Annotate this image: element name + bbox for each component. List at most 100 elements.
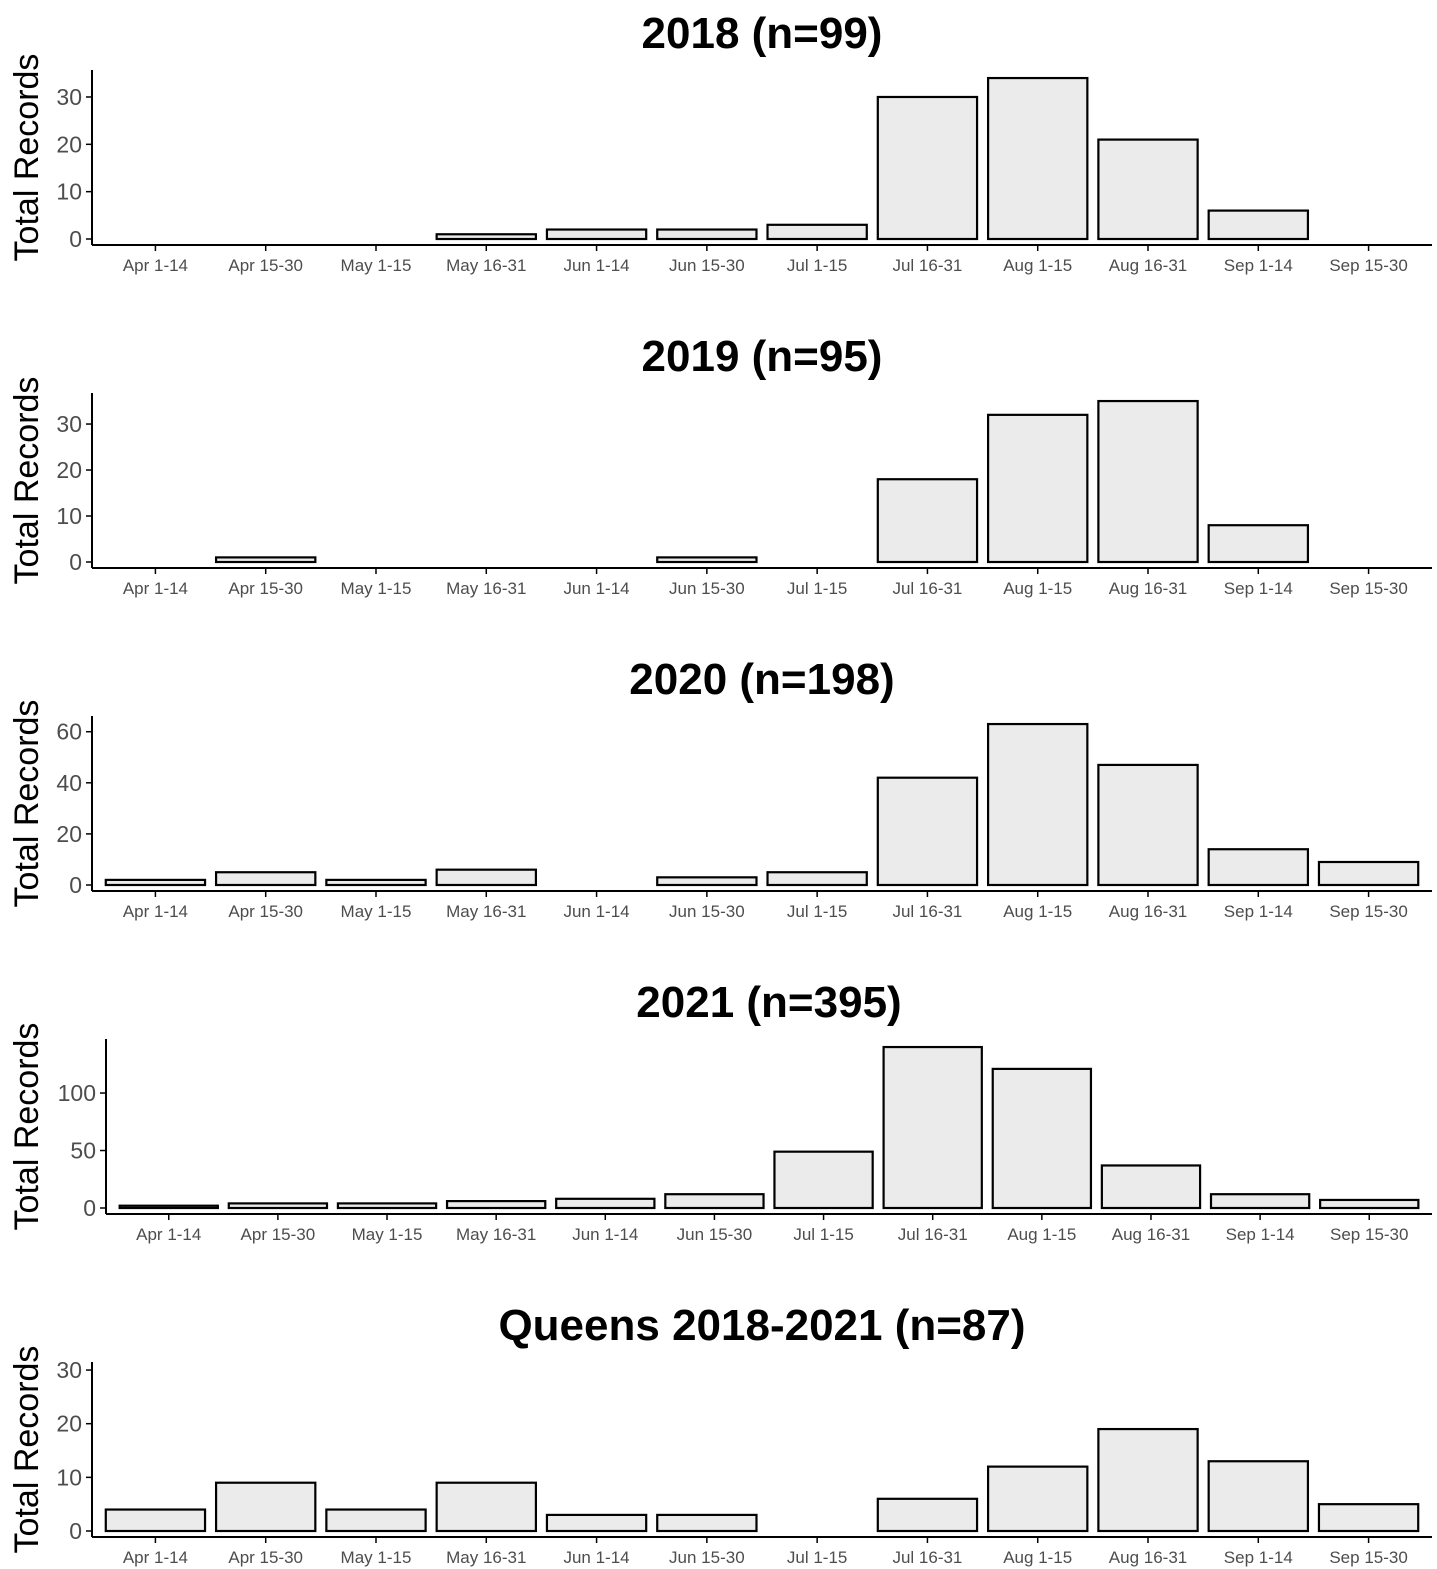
chart-svg: 2019 (n=95) Total Records 0 10 20 30 Apr 1-14 A… <box>0 323 1437 623</box>
y-tick-label: 100 <box>58 1080 96 1106</box>
x-tick-label: Sep 15-30 <box>1329 902 1407 921</box>
x-tick-label: Apr 1-14 <box>123 902 188 921</box>
y-tick-label: 20 <box>56 457 82 483</box>
y-axis-label: Total Records <box>8 700 46 908</box>
x-tick-label: May 1-15 <box>341 256 412 275</box>
bar <box>338 1203 436 1208</box>
x-tick-label: Jun 1-14 <box>563 1548 629 1567</box>
y-tick-label: 0 <box>69 1518 82 1544</box>
x-tick-label: Aug 16-31 <box>1112 1225 1190 1244</box>
x-tick-label: Jul 1-15 <box>787 1548 847 1567</box>
x-tick-label: Sep 1-14 <box>1224 256 1293 275</box>
y-tick-label: 10 <box>56 503 82 529</box>
x-tick-label: Apr 15-30 <box>241 1225 316 1244</box>
x-tick-label: May 1-15 <box>341 1548 412 1567</box>
x-tick-label: Apr 15-30 <box>228 1548 303 1567</box>
chart-panel-1: 2018 (n=99) Total Records 0 10 20 30 Apr 1-14 A… <box>0 0 1437 300</box>
y-tick-label: 50 <box>70 1138 96 1164</box>
chart-title: 2021 (n=395) <box>636 978 901 1027</box>
x-tick-label: Apr 1-14 <box>136 1225 201 1244</box>
x-tick-label: Sep 15-30 <box>1330 1225 1408 1244</box>
x-tick-label: Jun 15-30 <box>669 902 745 921</box>
x-tick-label: Sep 1-14 <box>1224 579 1293 598</box>
chart-panel-4: 2021 (n=395) Total Records 0 50 100 Apr 1-14 A… <box>0 969 1437 1269</box>
x-tick-label: Apr 15-30 <box>228 256 303 275</box>
bar <box>547 1515 646 1531</box>
y-tick-label: 0 <box>83 1195 96 1221</box>
bar <box>988 724 1087 885</box>
x-tick-label: May 16-31 <box>446 256 526 275</box>
x-tick-label: Aug 1-15 <box>1003 579 1072 598</box>
x-tick-label: May 1-15 <box>341 579 412 598</box>
y-tick-label: 0 <box>69 226 82 252</box>
x-tick-label: Jun 1-14 <box>563 579 629 598</box>
y-tick-label: 0 <box>69 872 82 898</box>
bar <box>657 557 756 562</box>
y-tick-label: 20 <box>56 821 82 847</box>
x-tick-label: Jul 16-31 <box>892 579 962 598</box>
bar <box>878 1499 977 1531</box>
x-tick-label: May 16-31 <box>446 1548 526 1567</box>
bar <box>326 880 425 885</box>
y-tick-label: 30 <box>56 84 82 110</box>
chart-svg: Queens 2018-2021 (n=87) Total Records 0 10 2… <box>0 1292 1437 1569</box>
chart-title: 2018 (n=99) <box>642 9 883 58</box>
x-tick-label: Aug 16-31 <box>1109 579 1187 598</box>
bar <box>447 1201 545 1208</box>
bar <box>1098 1429 1197 1531</box>
bar <box>665 1194 763 1208</box>
bar <box>120 1206 218 1208</box>
x-tick-label: Jun 15-30 <box>677 1225 753 1244</box>
x-tick-label: Apr 1-14 <box>123 1548 188 1567</box>
bar <box>878 778 977 885</box>
bar <box>774 1152 872 1208</box>
bar <box>1098 401 1197 562</box>
chart-title: 2019 (n=95) <box>642 332 883 381</box>
bar <box>437 870 536 885</box>
x-tick-label: Aug 16-31 <box>1109 902 1187 921</box>
bar <box>216 557 315 562</box>
x-tick-label: May 16-31 <box>456 1225 536 1244</box>
bar <box>229 1203 327 1208</box>
x-tick-label: Jun 1-14 <box>563 256 629 275</box>
y-axis-label: Total Records <box>8 1346 46 1554</box>
x-tick-label: Jul 1-15 <box>787 256 847 275</box>
x-tick-label: Jun 15-30 <box>669 579 745 598</box>
bar <box>878 479 977 562</box>
bar <box>1102 1165 1200 1208</box>
x-tick-label: Jul 1-15 <box>787 579 847 598</box>
x-tick-label: Jun 1-14 <box>572 1225 638 1244</box>
bar <box>884 1047 982 1208</box>
bar <box>1209 525 1308 562</box>
y-tick-label: 30 <box>56 1357 82 1383</box>
x-tick-label: Sep 1-14 <box>1224 902 1293 921</box>
x-tick-label: Aug 16-31 <box>1109 1548 1187 1567</box>
x-tick-label: Apr 1-14 <box>123 256 188 275</box>
x-tick-label: Jun 15-30 <box>669 1548 745 1567</box>
y-axis-label: Total Records <box>8 377 46 585</box>
x-tick-label: Jul 1-15 <box>793 1225 853 1244</box>
x-tick-label: Apr 1-14 <box>123 579 188 598</box>
x-tick-label: Jul 1-15 <box>787 902 847 921</box>
x-tick-label: Aug 1-15 <box>1003 256 1072 275</box>
x-tick-label: Sep 1-14 <box>1226 1225 1295 1244</box>
bar <box>216 872 315 885</box>
y-axis-label: Total Records <box>8 1023 46 1231</box>
bar <box>326 1510 425 1531</box>
x-tick-label: May 1-15 <box>341 902 412 921</box>
bar <box>657 230 756 239</box>
bar <box>1209 211 1308 239</box>
chart-panel-2: 2019 (n=95) Total Records 0 10 20 30 Apr 1-14 A… <box>0 323 1437 623</box>
bar <box>106 1510 205 1531</box>
x-tick-label: Sep 1-14 <box>1224 1548 1293 1567</box>
bar <box>657 877 756 885</box>
chart-svg: 2018 (n=99) Total Records 0 10 20 30 Apr 1-14 A… <box>0 0 1437 300</box>
x-tick-label: May 16-31 <box>446 902 526 921</box>
x-tick-label: Jun 1-14 <box>563 902 629 921</box>
bar <box>1320 1200 1418 1208</box>
bar <box>437 1483 536 1531</box>
bar <box>878 97 977 239</box>
y-tick-label: 10 <box>56 179 82 205</box>
bar <box>547 230 646 239</box>
